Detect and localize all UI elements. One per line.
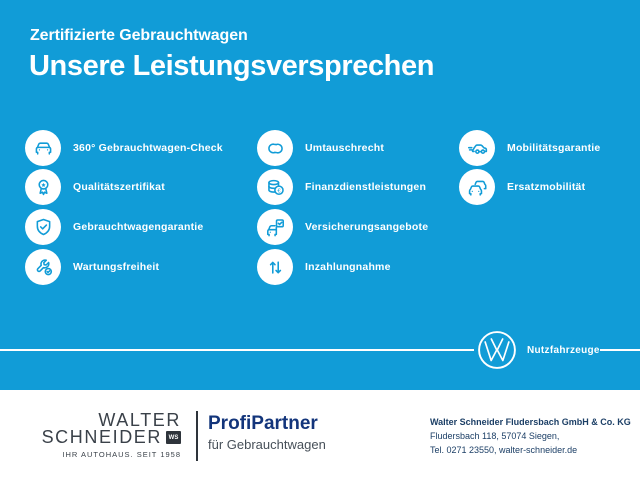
- arrows-up-down-icon: [257, 249, 293, 285]
- benefit-label: Umtauschrecht: [305, 142, 385, 154]
- svg-text:€: €: [277, 188, 281, 194]
- dealer-street: Fludersbach 118, 57074 Siegen,: [430, 431, 560, 441]
- benefit-item: Wartungsfreiheit: [25, 249, 159, 285]
- exchange-arrows-icon: [257, 130, 293, 166]
- car-checklist-icon: [257, 209, 293, 245]
- benefit-label: Finanzdienstleistungen: [305, 181, 427, 193]
- benefit-item: Umtauschrecht: [257, 130, 384, 166]
- dealer-monogram-badge: WS: [166, 431, 181, 444]
- divider-line-right: [600, 349, 640, 351]
- benefit-item: Qualitätszertifikat: [25, 169, 165, 205]
- dealer-tagline: IHR AUTOHAUS. SEIT 1958: [62, 450, 181, 459]
- divider-line-left: [0, 349, 474, 351]
- two-cars-icon: [459, 169, 495, 205]
- benefit-label: Ersatzmobilität: [507, 181, 586, 193]
- quality-certificate-icon: [25, 169, 61, 205]
- vw-logo-icon: [477, 330, 517, 370]
- shield-check-icon: [25, 209, 61, 245]
- benefit-label: Versicherungsangebote: [305, 221, 429, 233]
- benefit-label: Wartungsfreiheit: [73, 261, 160, 273]
- profipartner-title: ProfiPartner: [208, 413, 318, 434]
- profipartner-subtitle: für Gebrauchtwagen: [208, 437, 326, 452]
- footer-divider: [196, 411, 198, 461]
- wrench-check-icon: [25, 249, 61, 285]
- dealer-logo-line2: SCHNEIDER: [41, 427, 162, 447]
- benefit-item: 360° Gebrauchtwagen-Check: [25, 130, 223, 166]
- benefit-label: Mobilitätsgarantie: [507, 142, 601, 154]
- benefit-label: Inzahlungnahme: [305, 261, 391, 273]
- benefit-item: Inzahlungnahme: [257, 249, 391, 285]
- benefit-item: Mobilitätsgarantie: [459, 130, 600, 166]
- dealer-contact: Tel. 0271 23550, walter-schneider.de: [430, 445, 578, 455]
- footer-background: [0, 390, 640, 480]
- coins-euro-icon: €: [257, 169, 293, 205]
- benefit-item: Gebrauchtwagengarantie: [25, 209, 203, 245]
- profipartner-logo: ProfiPartner für Gebrauchtwagen: [208, 413, 326, 452]
- dealer-logo: WALTER SCHNEIDER WS IHR AUTOHAUS. SEIT 1…: [35, 410, 181, 459]
- benefit-item: € Finanzdienstleistungen: [257, 169, 426, 205]
- eyebrow-title: Zertifizierte Gebrauchtwagen: [30, 27, 248, 44]
- benefit-label: Qualitätszertifikat: [73, 181, 165, 193]
- vw-sub-brand-label: Nutzfahrzeuge: [527, 345, 600, 356]
- benefit-item: Ersatzmobilität: [459, 169, 585, 205]
- dealer-logo-line1: WALTER: [98, 410, 181, 430]
- page-title: Unsere Leistungsversprechen: [29, 50, 435, 82]
- dealer-address: Walter Schneider Fludersbach GmbH & Co. …: [430, 415, 631, 457]
- car-inspection-icon: [25, 130, 61, 166]
- benefit-label: Gebrauchtwagengarantie: [73, 221, 204, 233]
- benefit-item: Versicherungsangebote: [257, 209, 428, 245]
- dealer-company-name: Walter Schneider Fludersbach GmbH & Co. …: [430, 417, 631, 427]
- benefit-label: 360° Gebrauchtwagen-Check: [73, 142, 223, 154]
- blue-background: [0, 0, 640, 390]
- car-motion-icon: [459, 130, 495, 166]
